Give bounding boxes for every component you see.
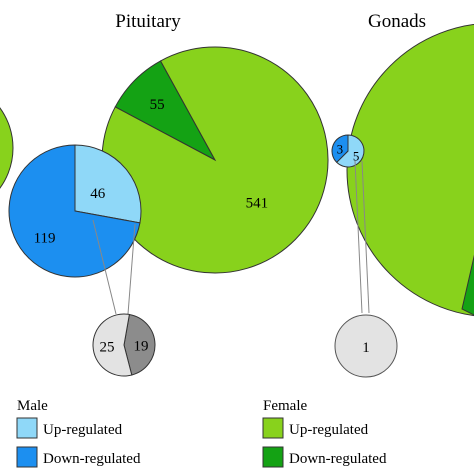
pituitary-connector-right	[127, 223, 136, 315]
legend-female-up-swatch	[262, 417, 284, 439]
pituitary-male-down-label: 119	[34, 230, 56, 246]
gonads-male-down-slice	[331, 134, 349, 164]
legend-male-up-label: Up-regulated	[43, 422, 123, 438]
pituitary-female-down-label: 55	[150, 97, 165, 113]
legend-male-down-label: Down-regulated	[43, 451, 141, 467]
legend-male-down-swatch	[16, 446, 38, 468]
gonads-male-down-label: 3	[337, 142, 344, 157]
legend-female-down-swatch	[262, 446, 284, 468]
gonads-male-pie: 53	[331, 134, 365, 168]
panel-title-pituitary: Pituitary	[115, 11, 181, 32]
pituitary-female-up-label: 541	[246, 195, 269, 211]
gonads-overlap-circle	[334, 314, 398, 378]
pituitary-male-up-label: 46	[90, 186, 106, 202]
gonads-male-up-label: 5	[353, 148, 360, 163]
pituitary-overlap-b-slice	[123, 313, 156, 376]
gonads-connector-left	[354, 160, 363, 314]
pituitary-overlap-a-slice	[92, 313, 133, 377]
pituitary-overlap-a-label: 25	[99, 340, 114, 356]
legend-female-down-label: Down-regulated	[289, 451, 387, 467]
pituitary-male-pie: 46 119	[8, 144, 142, 278]
gonads-connector-right	[361, 160, 370, 314]
pituitary-male-up-slice	[74, 144, 142, 224]
pituitary-connector-left	[92, 219, 117, 315]
legend-female-up-label: Up-regulated	[289, 422, 369, 438]
pituitary-female-pie: 55 541	[101, 46, 329, 274]
cropped-female-circle-left	[0, 107, 14, 189]
gonads-overlap-label: 1	[362, 340, 370, 356]
panel-title-gonads: Gonads	[368, 11, 426, 32]
gonads-female-pie	[346, 23, 474, 317]
pituitary-overlap-b-label: 19	[134, 338, 149, 354]
legend-male-up-swatch	[16, 417, 38, 439]
legend-female-title: Female	[263, 398, 307, 414]
legend-male-title: Male	[17, 398, 48, 414]
gonads-male-up-slice	[335, 134, 365, 168]
gonads-female-down-slice	[461, 254, 474, 316]
pituitary-male-down-slice	[8, 144, 141, 278]
